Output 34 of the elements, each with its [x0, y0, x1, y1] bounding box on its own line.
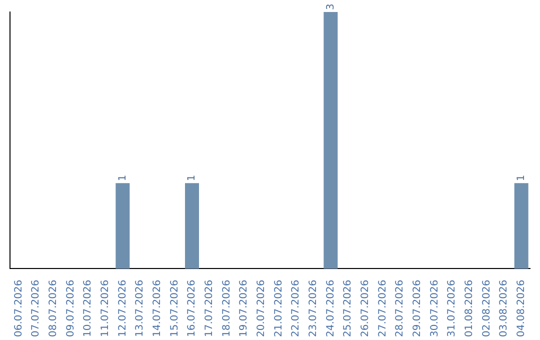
- x-tick-label: 29.07.2026: [412, 280, 423, 338]
- x-tick-label: 15.07.2026: [169, 280, 180, 338]
- data-label: 1: [186, 174, 198, 182]
- data-label: 3: [325, 4, 336, 10]
- x-tick-label: 13.07.2026: [134, 280, 146, 338]
- x-tick-label: 17.07.2026: [204, 280, 215, 338]
- x-tick-label: 08.07.2026: [48, 280, 59, 338]
- data-label: 1: [516, 174, 527, 182]
- x-tick-label: 28.07.2026: [394, 280, 406, 338]
- x-tick-label: 20.07.2026: [256, 280, 267, 338]
- x-tick-label: 19.07.2026: [238, 280, 250, 338]
- x-tick-label: 23.07.2026: [308, 280, 319, 338]
- x-tick-label: 12.07.2026: [117, 280, 128, 338]
- x-tick-label: 02.08.2026: [481, 280, 492, 338]
- x-tick-label: 01.08.2026: [464, 280, 475, 338]
- x-tick-label: 21.07.2026: [273, 280, 284, 338]
- x-tick-label: 06.07.2026: [13, 280, 24, 338]
- data-label: 1: [117, 174, 128, 182]
- x-tick-label: 10.07.2026: [82, 280, 94, 338]
- x-tick-label: 18.07.2026: [221, 280, 232, 338]
- x-tick-label: 03.08.2026: [498, 280, 510, 338]
- x-tick-label: 25.07.2026: [342, 280, 354, 338]
- x-tick-label: 04.08.2026: [516, 280, 527, 338]
- x-tick-label: 31.07.2026: [446, 280, 458, 338]
- x-tick-label: 16.07.2026: [186, 280, 198, 338]
- x-tick-label: 11.07.2026: [100, 280, 111, 338]
- x-tick-label: 09.07.2026: [65, 280, 76, 338]
- x-tick-label: 14.07.2026: [152, 280, 163, 338]
- x-tick-label: 24.07.2026: [325, 280, 336, 338]
- x-tick-label: 22.07.2026: [290, 280, 302, 338]
- x-tick-label: 07.07.2026: [30, 280, 42, 338]
- x-tick-label: 27.07.2026: [377, 280, 388, 338]
- x-tick-label: 30.07.2026: [429, 280, 440, 338]
- x-tick-label: 26.07.2026: [360, 280, 371, 338]
